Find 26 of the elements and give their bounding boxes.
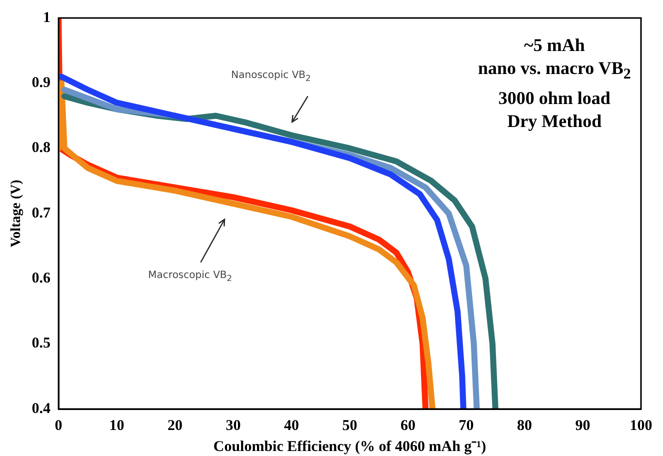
y-tick-label: 0.5 bbox=[32, 336, 51, 352]
annotation: Dry Method bbox=[506, 110, 603, 133]
annotation: Nanoscopic VB$_{2}$ bbox=[231, 70, 311, 84]
x-tick-label: 100 bbox=[630, 418, 652, 434]
y-tick-label: 0.8 bbox=[32, 140, 51, 156]
y-tick-label: 1 bbox=[43, 10, 51, 26]
annotation: 3000 ohm load bbox=[497, 86, 612, 110]
y-tick-label: 0.4 bbox=[32, 400, 52, 417]
x-tick-label: 30 bbox=[226, 418, 241, 434]
x-tick-label: 10 bbox=[109, 418, 124, 434]
annotation: Macroscopic VB$_{2}$ bbox=[148, 270, 232, 283]
x-axis-title: Coulombic Efficiency (% of 4060 mAh g⁻¹) bbox=[213, 438, 486, 455]
x-tick-label: 60 bbox=[400, 418, 416, 434]
annotation: nano vs. macro VB$_{2}$ bbox=[478, 57, 631, 85]
annotation: ~5 mAh bbox=[522, 34, 586, 57]
x-tick-label: 70 bbox=[458, 418, 474, 434]
x-tick-label: 50 bbox=[342, 418, 358, 434]
y-tick-label: 0.7 bbox=[32, 205, 52, 222]
y-tick-label: 0.9 bbox=[32, 75, 51, 92]
y-axis-title: Voltage (V) bbox=[9, 179, 24, 248]
x-tick-label: 20 bbox=[168, 418, 183, 434]
x-tick-label: 0 bbox=[54, 418, 62, 434]
x-tick-label: 90 bbox=[575, 418, 590, 434]
y-tick-label: 0.6 bbox=[32, 270, 52, 287]
x-tick-label: 80 bbox=[517, 418, 532, 434]
x-tick-label: 40 bbox=[284, 418, 300, 434]
